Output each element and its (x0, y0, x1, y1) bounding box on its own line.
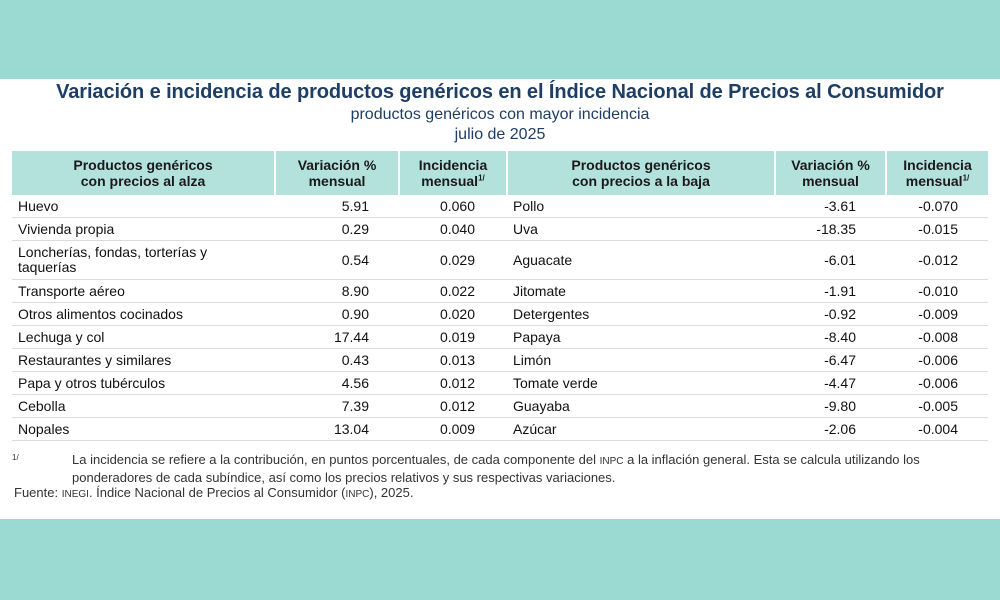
up-incidence-cell: 0.029 (399, 240, 507, 280)
table-row: Cebolla 7.39 0.012 Guayaba -9.80 -0.005 (12, 394, 988, 418)
up-product-cell: Papa y otros tubérculos (12, 371, 275, 395)
table-row: Papa y otros tubérculos 4.56 0.012 Tomat… (12, 371, 988, 395)
down-variation-cell: -6.47 (775, 348, 886, 372)
up-product-cell: Loncherías, fondas, torterías y taquería… (12, 240, 275, 280)
header-up-variation: Variación % mensual (275, 151, 400, 195)
up-product-cell: Transporte aéreo (12, 279, 275, 303)
up-variation-cell: 0.90 (275, 302, 399, 326)
up-product-cell: Lechuga y col (12, 325, 275, 349)
down-product-cell: Guayaba (507, 394, 775, 418)
source-line: Fuente: INEGI. Índice Nacional de Precio… (14, 485, 414, 500)
down-variation-cell: -3.61 (775, 195, 886, 218)
page-title: Variación e incidencia de productos gené… (56, 81, 944, 103)
down-product-cell: Jitomate (507, 279, 775, 303)
up-product-cell: Nopales (12, 417, 275, 441)
up-variation-cell: 0.43 (275, 348, 399, 372)
down-variation-cell: -4.47 (775, 371, 886, 395)
table-row: Huevo 5.91 0.060 Pollo -3.61 -0.070 (12, 195, 988, 218)
incidence-table: Productos genéricos con precios al alza … (12, 151, 988, 441)
up-incidence-cell: 0.012 (399, 394, 507, 418)
down-product-cell: Papaya (507, 325, 775, 349)
up-product-cell: Huevo (12, 195, 275, 218)
header-up-products: Productos genéricos con precios al alza (12, 151, 276, 195)
page-subtitle: productos genéricos con mayor incidencia (350, 106, 650, 123)
down-incidence-cell: -0.010 (886, 279, 988, 303)
up-variation-cell: 4.56 (275, 371, 399, 395)
down-variation-cell: -1.91 (775, 279, 886, 303)
down-product-cell: Aguacate (507, 240, 775, 280)
content-panel: Variación e incidencia de productos gené… (0, 79, 1000, 519)
down-incidence-cell: -0.012 (886, 240, 988, 280)
up-incidence-cell: 0.019 (399, 325, 507, 349)
footnote-mark: 1/ (12, 453, 19, 462)
down-incidence-cell: -0.009 (886, 302, 988, 326)
table-row: Vivienda propia 0.29 0.040 Uva -18.35 -0… (12, 217, 988, 241)
down-variation-cell: -2.06 (775, 417, 886, 441)
up-incidence-cell: 0.009 (399, 417, 507, 441)
footnote: 1/ La incidencia se refiere a la contrib… (12, 452, 992, 486)
up-variation-cell: 8.90 (275, 279, 399, 303)
down-variation-cell: -0.92 (775, 302, 886, 326)
down-variation-cell: -6.01 (775, 240, 886, 280)
up-product-cell: Restaurantes y similares (12, 348, 275, 372)
up-incidence-cell: 0.060 (399, 195, 507, 218)
up-incidence-cell: 0.040 (399, 217, 507, 241)
up-incidence-cell: 0.020 (399, 302, 507, 326)
up-variation-cell: 17.44 (275, 325, 399, 349)
up-variation-cell: 13.04 (275, 417, 399, 441)
down-variation-cell: -9.80 (775, 394, 886, 418)
up-incidence-cell: 0.012 (399, 371, 507, 395)
period-label: julio de 2025 (454, 126, 546, 143)
table-row: Nopales 13.04 0.009 Azúcar -2.06 -0.004 (12, 417, 988, 441)
up-variation-cell: 5.91 (275, 195, 399, 218)
down-product-cell: Uva (507, 217, 775, 241)
table-row: Transporte aéreo 8.90 0.022 Jitomate -1.… (12, 279, 988, 303)
table-row: Otros alimentos cocinados 0.90 0.020 Det… (12, 302, 988, 326)
up-product-cell: Cebolla (12, 394, 275, 418)
down-incidence-cell: -0.005 (886, 394, 988, 418)
down-product-cell: Tomate verde (507, 371, 775, 395)
down-product-cell: Detergentes (507, 302, 775, 326)
table-row: Loncherías, fondas, torterías y taquería… (12, 240, 988, 280)
header-up-incidence: Incidencia mensual1/ (399, 151, 508, 195)
down-product-cell: Limón (507, 348, 775, 372)
table-header-row: Productos genéricos con precios al alza … (12, 151, 988, 195)
down-incidence-cell: -0.070 (886, 195, 988, 218)
down-product-cell: Azúcar (507, 417, 775, 441)
down-variation-cell: -8.40 (775, 325, 886, 349)
down-incidence-cell: -0.008 (886, 325, 988, 349)
down-incidence-cell: -0.004 (886, 417, 988, 441)
down-incidence-cell: -0.006 (886, 371, 988, 395)
header-down-variation: Variación % mensual (775, 151, 887, 195)
down-incidence-cell: -0.015 (886, 217, 988, 241)
up-incidence-cell: 0.013 (399, 348, 507, 372)
footnote-text: La incidencia se refiere a la contribuci… (72, 452, 920, 485)
header-down-products: Productos genéricos con precios a la baj… (507, 151, 776, 195)
down-variation-cell: -18.35 (775, 217, 886, 241)
table-row: Restaurantes y similares 0.43 0.013 Limó… (12, 348, 988, 372)
up-incidence-cell: 0.022 (399, 279, 507, 303)
up-variation-cell: 0.29 (275, 217, 399, 241)
header-down-incidence: Incidencia mensual1/ (886, 151, 988, 195)
up-product-cell: Vivienda propia (12, 217, 275, 241)
table-row: Lechuga y col 17.44 0.019 Papaya -8.40 -… (12, 325, 988, 349)
up-variation-cell: 7.39 (275, 394, 399, 418)
down-product-cell: Pollo (507, 195, 775, 218)
down-incidence-cell: -0.006 (886, 348, 988, 372)
up-product-cell: Otros alimentos cocinados (12, 302, 275, 326)
up-variation-cell: 0.54 (275, 240, 399, 280)
